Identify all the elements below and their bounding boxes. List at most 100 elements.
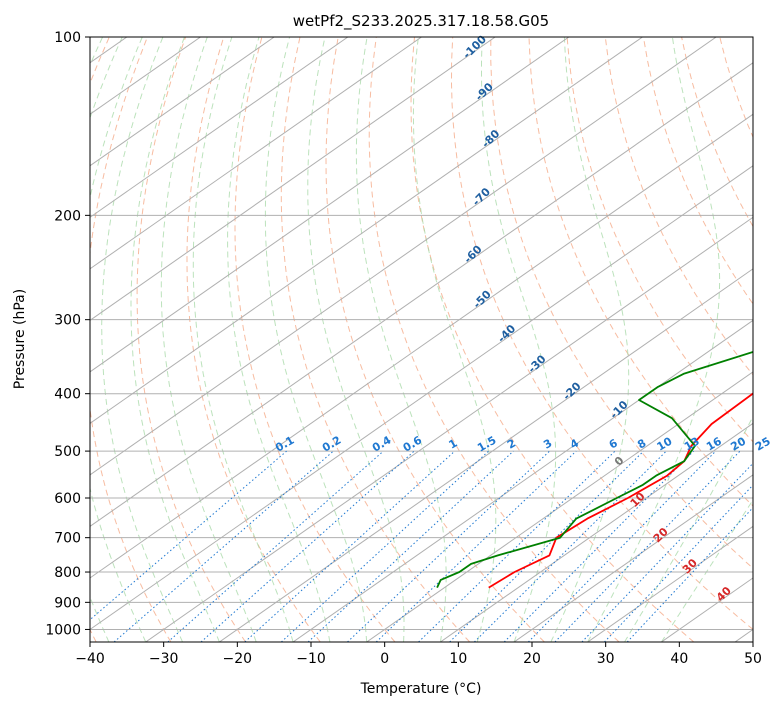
dry-adiabat-line: [566, 37, 753, 443]
isotherm-line: [90, 37, 643, 424]
y-tick-label: 700: [54, 531, 81, 547]
mixing-ratio-label: 1: [447, 437, 460, 452]
isotherm-label: -50: [471, 288, 494, 311]
y-axis-label: Pressure (hPa): [12, 289, 28, 389]
y-axis: 100 200 300 400 500 600 700 800 900 1000: [45, 30, 90, 638]
isotherm-label: -40: [495, 322, 518, 345]
hot-isotherm-label: 40: [714, 584, 734, 604]
hot-isotherm-label: 20: [651, 525, 671, 545]
isotherm-line: [90, 37, 201, 115]
dry-adiabat-line: [642, 37, 753, 305]
y-tick-label: 400: [54, 387, 81, 403]
hot-isotherm-label: 30: [680, 556, 700, 576]
y-tick-label: 100: [54, 30, 81, 46]
y-tick-label: 300: [54, 313, 81, 329]
y-tick-label: 800: [54, 565, 81, 581]
moist-adiabat-line: [624, 415, 753, 642]
y-tick-label: 1000: [45, 622, 81, 638]
moist-adiabat-line: [264, 37, 368, 642]
moist-adiabat-line: [481, 37, 557, 642]
isotherm-line: [440, 422, 753, 642]
plot-frame: [89, 36, 754, 643]
moist-adiabat-line: [90, 37, 123, 642]
moist-adiabat-line: [192, 37, 294, 642]
x-axis: −40 −30 −20 −10 0 10 20 30 40 50: [75, 642, 762, 667]
dry-adiabat-line: [186, 37, 321, 642]
dry-adiabat-line: [681, 37, 753, 228]
mixing-ratio-lines: [90, 450, 753, 642]
isotherm-line: [292, 319, 753, 642]
profile-lines: [436, 351, 753, 589]
mixing-ratio-line: [503, 450, 694, 642]
moist-adiabat-line: [227, 37, 331, 642]
x-tick-label: 20: [523, 651, 541, 667]
mixing-ratio-line: [375, 450, 577, 642]
moist-adiabat-line: [90, 37, 147, 642]
dry-adiabat-line: [234, 37, 396, 642]
isotherm-label: -70: [470, 185, 493, 208]
hot-isotherm-label: 10: [628, 490, 648, 510]
isotherm-line: [90, 165, 753, 631]
isotherm-line: [90, 37, 717, 476]
isotherm-line: [513, 474, 753, 642]
x-tick-label: 40: [670, 651, 688, 667]
moist-adiabat-line: [130, 37, 220, 642]
dry-adiabat-line: [136, 37, 247, 642]
mixing-ratio-label: 8: [635, 437, 648, 452]
mixing-ratio-label: 6: [607, 436, 620, 451]
x-tick-label: 0: [380, 651, 389, 667]
isotherm-line: [366, 371, 753, 642]
dry-adiabat-line: [368, 37, 620, 642]
mixing-ratio-line: [604, 484, 753, 642]
mixing-ratio-line: [418, 450, 616, 642]
isotherm-line: [90, 37, 570, 373]
grid-lines: [90, 37, 753, 630]
mixing-ratio-line: [244, 450, 456, 642]
dry-adiabat-line: [450, 37, 753, 631]
isotherm-line: [90, 37, 422, 270]
mixing-ratio-label: 30: [774, 434, 775, 453]
isotherm-line: [90, 37, 349, 218]
x-tick-label: 50: [744, 651, 762, 667]
y-tick-label: 500: [54, 444, 81, 460]
dry-adiabat-line: [490, 37, 753, 569]
dry-adiabat-line: [280, 37, 471, 642]
dry-adiabat-line: [719, 37, 753, 139]
mixing-ratio-line: [280, 450, 489, 642]
mixing-ratio-line: [113, 450, 334, 642]
x-tick-label: −10: [296, 651, 326, 667]
isotherm-line: [90, 62, 753, 528]
moist-adiabat-line: [550, 37, 630, 642]
y-tick-label: 600: [54, 491, 81, 507]
mixing-ratio-line: [90, 450, 287, 621]
isotherm-label: -20: [560, 379, 583, 402]
mixing-ratio-line: [581, 462, 753, 642]
moist-adiabat-line: [412, 37, 497, 642]
dry-adiabat-line: [758, 37, 775, 642]
isotherm-label: -80: [479, 127, 502, 150]
x-tick-label: 10: [449, 651, 467, 667]
mixing-ratio-line: [449, 450, 644, 642]
isotherm-line: [734, 628, 753, 642]
mixing-ratio-line: [527, 450, 717, 642]
mixing-ratio-line: [307, 450, 514, 642]
mixing-ratio-line: [473, 450, 667, 642]
annotation-labels: -100-90-80-70-60-50-40-30-20-10102030400…: [273, 33, 775, 605]
chart-title: wetPf2_S233.2025.317.18.58.G05: [293, 12, 549, 31]
dry-adiabat-line: [325, 37, 545, 642]
y-tick-label: 200: [54, 208, 81, 224]
dewpoint-profile-line: [436, 351, 753, 588]
dry-adiabat-line: [90, 37, 110, 642]
moist-adiabat-line: [355, 37, 447, 642]
mixing-ratio-label: 25: [753, 435, 773, 454]
isotherm-line: [90, 37, 275, 167]
moist-adiabat-line: [101, 37, 183, 642]
x-tick-label: 30: [597, 651, 615, 667]
temperature-profile-line: [488, 392, 753, 589]
x-tick-label: −20: [223, 651, 253, 667]
isotherm-line: [219, 268, 753, 642]
y-tick-label: 900: [54, 595, 81, 611]
isotherm-line: [145, 216, 753, 642]
isotherm-line: [90, 37, 496, 321]
